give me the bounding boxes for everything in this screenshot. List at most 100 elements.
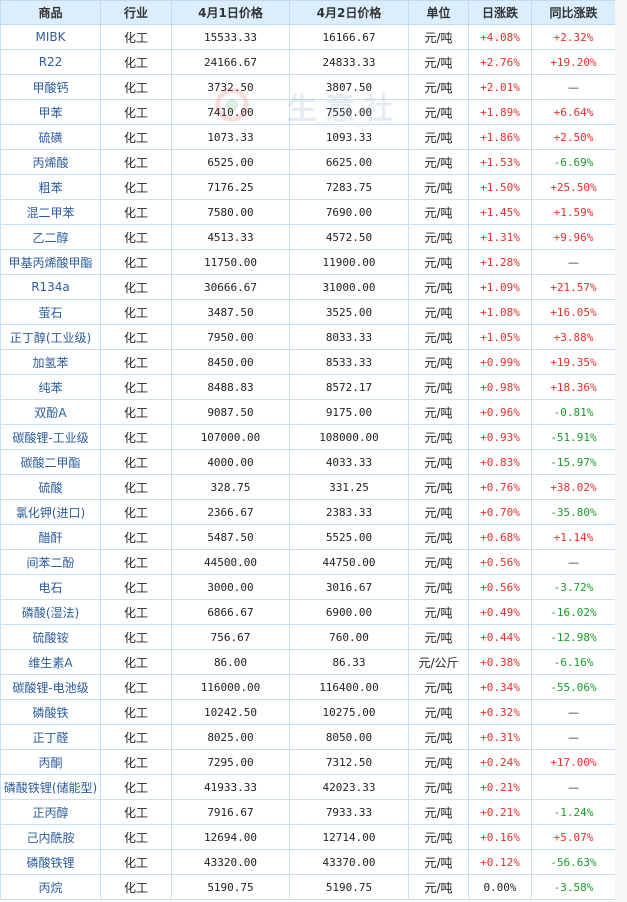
- price-apr2-cell: 7690.00: [289, 199, 409, 225]
- price-apr1-cell: 7916.67: [171, 799, 290, 825]
- header-industry[interactable]: 行业: [100, 0, 172, 25]
- commodity-name-link[interactable]: 碳酸二甲酯: [0, 449, 101, 475]
- header-price-apr1[interactable]: 4月1日价格: [171, 0, 290, 25]
- commodity-name-link[interactable]: R134a: [0, 274, 101, 300]
- industry-cell: 化工: [100, 649, 172, 675]
- industry-cell: 化工: [100, 624, 172, 650]
- commodity-name-link[interactable]: 磷酸铁: [0, 699, 101, 725]
- commodity-name-link[interactable]: 纯苯: [0, 374, 101, 400]
- price-apr2-cell: 42023.33: [289, 774, 409, 800]
- unit-cell: 元/吨: [408, 299, 469, 325]
- yoy-change-cell: +6.64%: [531, 99, 616, 125]
- commodity-name-link[interactable]: 碳酸锂-工业级: [0, 424, 101, 450]
- daily-change-cell: +1.45%: [468, 199, 532, 225]
- price-apr1-cell: 8450.00: [171, 349, 290, 375]
- price-apr2-cell: 2383.33: [289, 499, 409, 525]
- commodity-name-link[interactable]: 碳酸锂-电池级: [0, 674, 101, 700]
- commodity-name-link[interactable]: 磷酸铁锂: [0, 849, 101, 875]
- header-yoy-change[interactable]: 同比涨跌: [531, 0, 616, 25]
- commodity-name-link[interactable]: 丙酮: [0, 749, 101, 775]
- yoy-change-cell: +16.05%: [531, 299, 616, 325]
- table-row: 碳酸锂-电池级 化工 116000.00 116400.00 元/吨 +0.34% -55.…: [0, 674, 616, 700]
- price-apr1-cell: 116000.00: [171, 674, 290, 700]
- commodity-name-link[interactable]: 丙烷: [0, 874, 101, 900]
- industry-cell: 化工: [100, 199, 172, 225]
- commodity-name-link[interactable]: 加氢苯: [0, 349, 101, 375]
- commodity-name-link[interactable]: 乙二醇: [0, 224, 101, 250]
- commodity-name-link[interactable]: 正丁醛: [0, 724, 101, 750]
- yoy-change-cell: -6.16%: [531, 649, 616, 675]
- daily-change-cell: +0.49%: [468, 599, 532, 625]
- table-row: 己内酰胺 化工 12694.00 12714.00 元/吨 +0.16% +5.07%: [0, 824, 616, 850]
- industry-cell: 化工: [100, 49, 172, 75]
- price-apr2-cell: 7283.75: [289, 174, 409, 200]
- unit-cell: 元/吨: [408, 674, 469, 700]
- commodity-name-link[interactable]: 磷酸(湿法): [0, 599, 101, 625]
- table-row: MIBK 化工 15533.33 16166.67 元/吨 +4.08% +2.32%: [0, 24, 616, 50]
- commodity-name-link[interactable]: 甲酸钙: [0, 74, 101, 100]
- unit-cell: 元/公斤: [408, 649, 469, 675]
- commodity-name-link[interactable]: 间苯二酚: [0, 549, 101, 575]
- price-apr1-cell: 3732.50: [171, 74, 290, 100]
- yoy-change-cell: -3.72%: [531, 574, 616, 600]
- header-commodity[interactable]: 商品: [0, 0, 101, 25]
- commodity-name-link[interactable]: 萤石: [0, 299, 101, 325]
- table-row: 正丙醇 化工 7916.67 7933.33 元/吨 +0.21% -1.24%: [0, 799, 616, 825]
- price-apr1-cell: 8488.83: [171, 374, 290, 400]
- commodity-name-link[interactable]: 磷酸铁锂(储能型): [0, 774, 101, 800]
- daily-change-cell: +2.01%: [468, 74, 532, 100]
- commodity-name-link[interactable]: 己内酰胺: [0, 824, 101, 850]
- unit-cell: 元/吨: [408, 374, 469, 400]
- commodity-name-link[interactable]: 硫磺: [0, 124, 101, 150]
- price-apr1-cell: 7950.00: [171, 324, 290, 350]
- commodity-name-link[interactable]: 硫酸: [0, 474, 101, 500]
- commodity-name-link[interactable]: 正丁醇(工业级): [0, 324, 101, 350]
- table-row: 硫酸铵 化工 756.67 760.00 元/吨 +0.44% -12.98%: [0, 624, 616, 650]
- commodity-name-link[interactable]: 丙烯酸: [0, 149, 101, 175]
- daily-change-cell: +1.05%: [468, 324, 532, 350]
- unit-cell: 元/吨: [408, 549, 469, 575]
- yoy-change-cell: +25.50%: [531, 174, 616, 200]
- header-unit[interactable]: 单位: [408, 0, 469, 25]
- yoy-change-cell: +1.59%: [531, 199, 616, 225]
- daily-change-cell: 0.00%: [468, 874, 532, 900]
- commodity-name-link[interactable]: 甲苯: [0, 99, 101, 125]
- table-row: 丙酮 化工 7295.00 7312.50 元/吨 +0.24% +17.00%: [0, 749, 616, 775]
- daily-change-cell: +0.96%: [468, 399, 532, 425]
- industry-cell: 化工: [100, 399, 172, 425]
- table-row: 磷酸铁锂 化工 43320.00 43370.00 元/吨 +0.12% -56.63%: [0, 849, 616, 875]
- price-apr1-cell: 328.75: [171, 474, 290, 500]
- price-apr1-cell: 1073.33: [171, 124, 290, 150]
- industry-cell: 化工: [100, 549, 172, 575]
- scrollbar-track[interactable]: [615, 0, 627, 902]
- daily-change-cell: +0.93%: [468, 424, 532, 450]
- commodity-name-link[interactable]: 甲基丙烯酸甲酯: [0, 249, 101, 275]
- daily-change-cell: +0.99%: [468, 349, 532, 375]
- commodity-name-link[interactable]: 正丙醇: [0, 799, 101, 825]
- industry-cell: 化工: [100, 349, 172, 375]
- commodity-name-link[interactable]: 醋酐: [0, 524, 101, 550]
- commodity-name-link[interactable]: 粗苯: [0, 174, 101, 200]
- price-apr1-cell: 9087.50: [171, 399, 290, 425]
- commodity-name-link[interactable]: 电石: [0, 574, 101, 600]
- price-apr2-cell: 16166.67: [289, 24, 409, 50]
- commodity-name-link[interactable]: R22: [0, 49, 101, 75]
- commodity-name-link[interactable]: 氯化钾(进口): [0, 499, 101, 525]
- commodity-name-link[interactable]: 双酚A: [0, 399, 101, 425]
- price-apr1-cell: 10242.50: [171, 699, 290, 725]
- table-row: 硫酸 化工 328.75 331.25 元/吨 +0.76% +38.02%: [0, 474, 616, 500]
- commodity-name-link[interactable]: 混二甲苯: [0, 199, 101, 225]
- industry-cell: 化工: [100, 774, 172, 800]
- commodity-name-link[interactable]: 维生素A: [0, 649, 101, 675]
- price-apr2-cell: 44750.00: [289, 549, 409, 575]
- industry-cell: 化工: [100, 424, 172, 450]
- price-apr1-cell: 15533.33: [171, 24, 290, 50]
- commodity-name-link[interactable]: 硫酸铵: [0, 624, 101, 650]
- price-apr2-cell: 3807.50: [289, 74, 409, 100]
- yoy-change-cell: +18.36%: [531, 374, 616, 400]
- price-apr1-cell: 107000.00: [171, 424, 290, 450]
- header-daily-change[interactable]: 日涨跌: [468, 0, 532, 25]
- industry-cell: 化工: [100, 849, 172, 875]
- header-price-apr2[interactable]: 4月2日价格: [289, 0, 409, 25]
- commodity-name-link[interactable]: MIBK: [0, 24, 101, 50]
